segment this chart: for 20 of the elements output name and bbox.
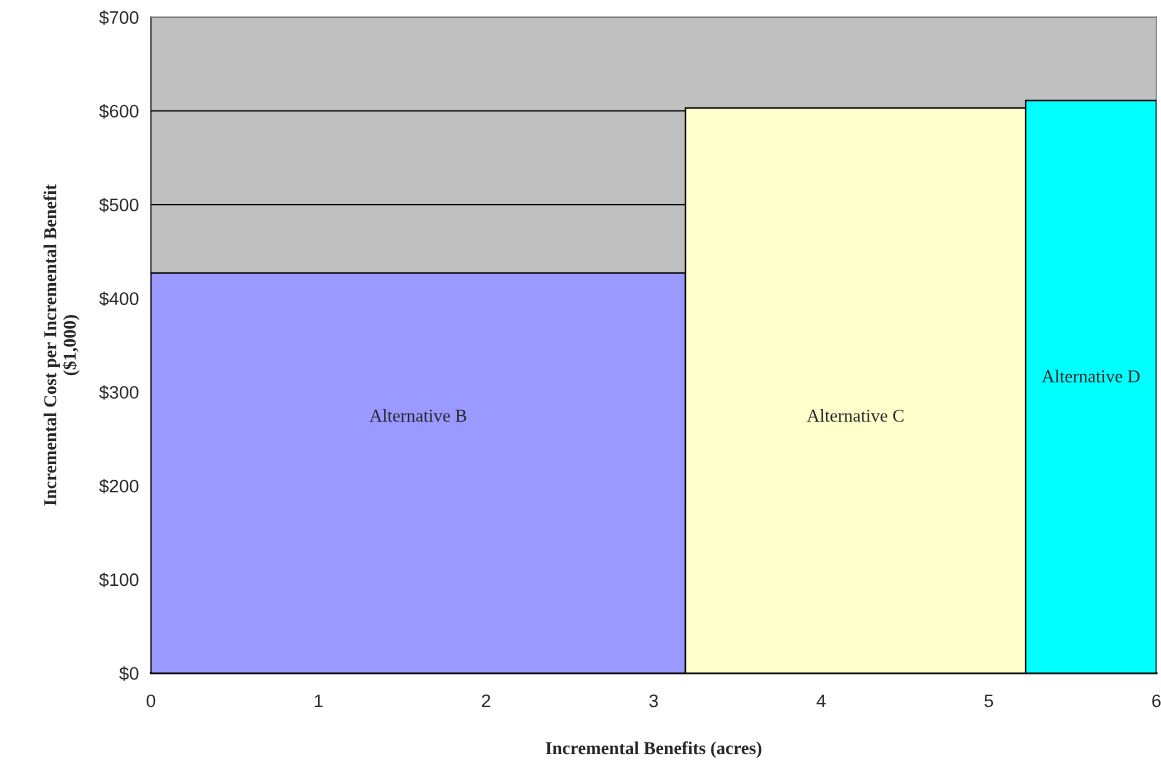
- y-tick-label: $400: [99, 291, 139, 307]
- y-tick-label: $200: [99, 478, 139, 494]
- x-tick-label: 6: [1152, 694, 1161, 708]
- annotation: Alternative D: [1041, 369, 1140, 383]
- y-tick-label: $0: [119, 666, 139, 681]
- x-tick-label: 2: [481, 694, 491, 708]
- x-tick-label: 0: [146, 694, 156, 708]
- x-tick-label: 1: [314, 694, 323, 708]
- y-tick-label: $500: [99, 197, 139, 213]
- y-tick-label: $600: [99, 104, 139, 119]
- x-axis-title: Incremental Benefits (acres): [545, 741, 762, 758]
- x-tick-label: 4: [816, 694, 826, 708]
- y-tick-label: $100: [99, 572, 139, 588]
- annotation: Alternative B: [369, 409, 467, 422]
- x-tick-label: 5: [984, 694, 994, 708]
- y-tick-label: $700: [99, 10, 139, 25]
- x-tick-label: 3: [649, 694, 658, 708]
- annotation: Alternative C: [806, 409, 904, 422]
- y-tick-label: $300: [99, 385, 139, 400]
- y-axis-title: Incremental Cost per Incremental Benefit ($1,000): [43, 184, 80, 506]
